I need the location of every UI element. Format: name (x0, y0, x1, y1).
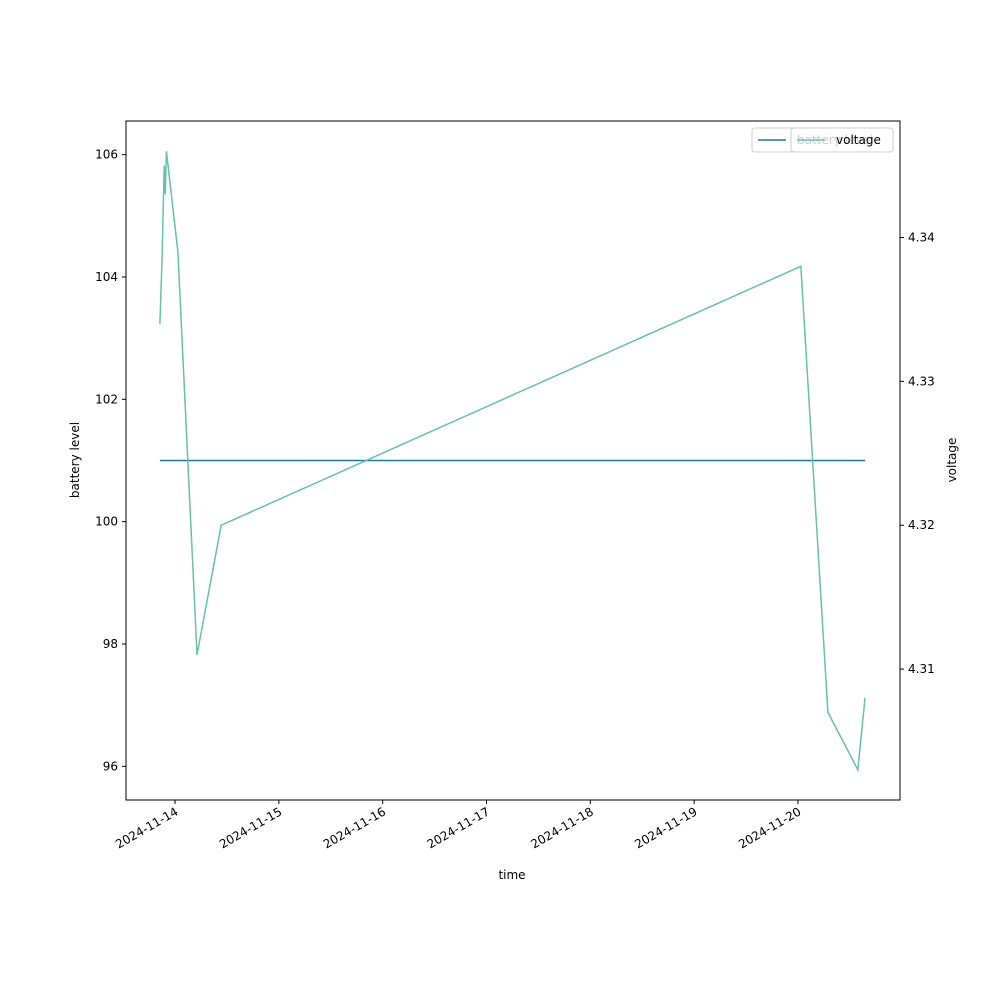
x-tick-label: 2024-11-15 (217, 804, 284, 851)
y-tick-label: 100 (95, 515, 118, 529)
y-tick-label: 104 (95, 270, 118, 284)
plot-frame (125, 120, 901, 801)
data-line (159, 151, 866, 773)
legend-box (790, 127, 894, 153)
y2-tick-label: 4.31 (908, 662, 935, 676)
x-axis-label: time (498, 868, 525, 882)
x-tick-label: 2024-11-16 (321, 804, 388, 851)
x-tick-label: 2024-11-19 (632, 804, 699, 851)
y2-axis-label: voltage (945, 438, 959, 483)
y-tick-label: 106 (95, 148, 118, 162)
y2-tick-label: 4.34 (908, 231, 935, 245)
y-tick-label: 102 (95, 392, 118, 406)
legend-label: voltage (836, 133, 881, 147)
x-tick-label: 2024-11-20 (736, 804, 803, 851)
y-axis-label: battery level (68, 422, 82, 498)
x-tick-label: 2024-11-14 (113, 804, 180, 851)
y2-tick-label: 4.32 (908, 518, 935, 532)
x-tick-label: 2024-11-17 (425, 804, 492, 851)
y-tick-label: 98 (103, 637, 118, 651)
y-tick-label: 96 (103, 759, 118, 773)
y2-tick-label: 4.33 (908, 374, 935, 388)
x-tick-label: 2024-11-18 (528, 804, 595, 851)
